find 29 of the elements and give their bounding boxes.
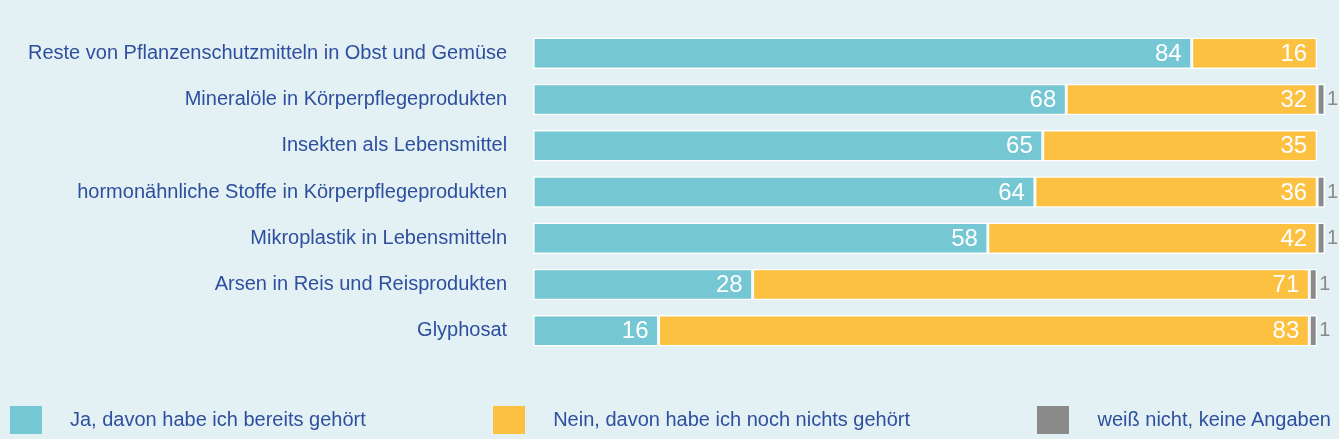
data-label: 35 (1280, 131, 1308, 159)
y-tick-label: Mikroplastik in Lebensmitteln (250, 225, 508, 248)
data-label: 71 (1272, 270, 1300, 298)
y-tick-label: Insekten als Lebensmittel (281, 133, 508, 156)
data-label: 32 (1280, 85, 1308, 113)
y-tick-label: Mineralöle in Körperpflegeprodukten (184, 86, 508, 109)
legend-label: weiß nicht, keine Angaben (1097, 408, 1331, 431)
data-label: 1 (1327, 225, 1339, 248)
y-tick-label: Arsen in Reis und Reisprodukten (214, 272, 508, 295)
data-label: 1 (1327, 179, 1339, 202)
data-label: 1 (1327, 86, 1339, 109)
data-label: 83 (1272, 316, 1300, 344)
data-label: 1 (1319, 272, 1331, 295)
data-label: 1 (1319, 318, 1331, 341)
y-tick-label: Glyphosat (417, 318, 508, 341)
data-label: 16 (621, 316, 649, 344)
data-label: 64 (998, 177, 1025, 205)
y-tick-label: Reste von Pflanzenschutzmitteln in Obst und Gemüse (27, 40, 508, 63)
data-label: 58 (951, 223, 978, 251)
data-label: 36 (1280, 177, 1308, 205)
data-label: 65 (1006, 131, 1033, 159)
data-label: 68 (1029, 85, 1057, 113)
legend-label: Nein, davon habe ich noch nichts gehört (553, 408, 911, 431)
legend-label: Ja, davon habe ich bereits gehört (70, 408, 366, 431)
data-label: 16 (1280, 38, 1308, 66)
data-label: 42 (1280, 223, 1308, 251)
data-label: 28 (715, 270, 743, 298)
y-tick-label: hormonähnliche Stoffe in Körperpflegeprodukten (77, 179, 508, 202)
data-label: 84 (1155, 38, 1182, 66)
